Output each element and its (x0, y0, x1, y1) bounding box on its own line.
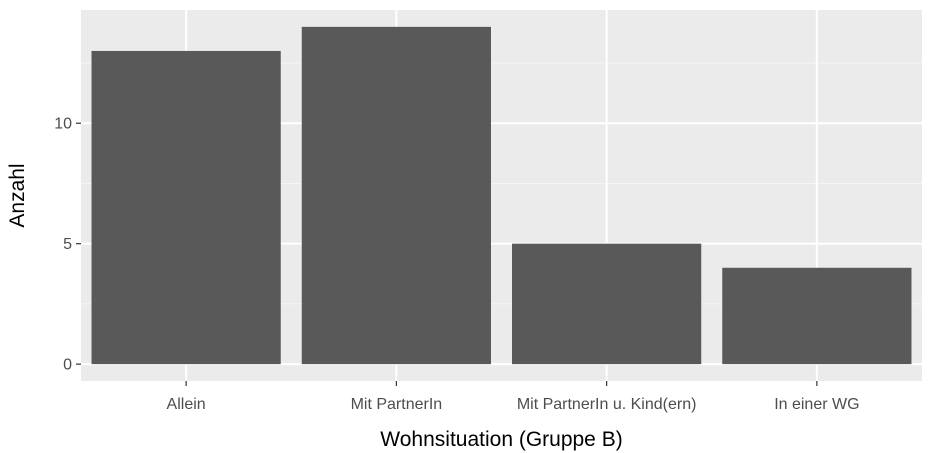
x-axis-title: Wohnsituation (Gruppe B) (380, 428, 622, 451)
x-tick-label: Mit PartnerIn u. Kind(ern) (517, 396, 697, 413)
y-tick-label: 0 (63, 357, 72, 374)
y-axis: 0 5 10 (54, 116, 81, 374)
bar-allein (91, 50, 281, 365)
x-axis: Allein Mit PartnerIn Mit PartnerIn u. Kind… (167, 381, 860, 413)
bar-mit-partnerin-u-kind-ern (512, 243, 702, 365)
bar-in-einer-wg (722, 267, 912, 365)
y-tick-label: 10 (54, 116, 72, 133)
x-tick-label: In einer WG (774, 396, 859, 413)
y-tick-label: 5 (63, 236, 72, 253)
x-tick-label: Mit PartnerIn (351, 396, 443, 413)
x-tick-label: Allein (167, 396, 206, 413)
bars (91, 26, 912, 365)
y-axis-title: Anzahl (6, 163, 29, 227)
bar-mit-partnerin (301, 26, 491, 365)
